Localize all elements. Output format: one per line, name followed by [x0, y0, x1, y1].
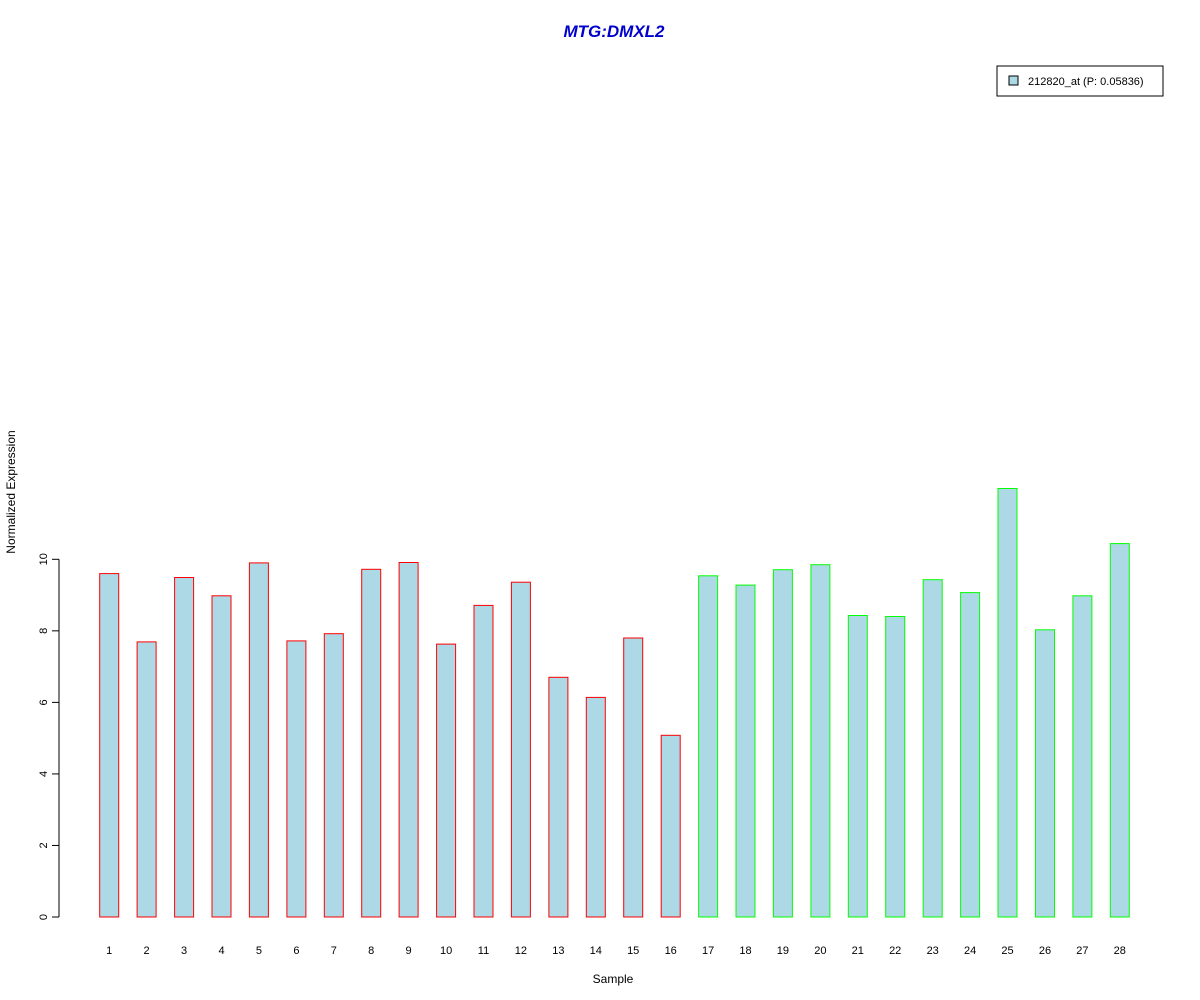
y-tick-label: 0 [38, 914, 50, 920]
bar-sample-12 [510, 581, 531, 918]
bar-sample-25 [997, 488, 1018, 918]
bar-sample-19 [772, 569, 793, 918]
x-tick-label: 12 [515, 945, 527, 957]
legend-swatch [1008, 75, 1019, 86]
x-tick-label: 10 [440, 945, 452, 957]
bar-sample-26 [1035, 629, 1055, 918]
bar-sample-15 [623, 637, 644, 918]
chart-title: MTG:DMXL2 [563, 22, 665, 41]
x-tick-label: 25 [1001, 945, 1013, 957]
bar-sample-17 [698, 575, 719, 918]
y-tick-label: 2 [38, 842, 50, 848]
x-tick-label: 14 [590, 945, 602, 957]
y-axis-label: Normalized Expression [4, 430, 18, 553]
x-tick-label: 2 [144, 945, 150, 957]
y-tick-label: 8 [38, 628, 50, 634]
bar-sample-9 [398, 562, 419, 918]
bar-sample-24 [960, 592, 981, 918]
bar-sample-3 [174, 577, 195, 918]
legend-label: 212820_at (P: 0.05836) [1028, 76, 1144, 88]
bar-sample-7 [323, 633, 344, 918]
x-tick-label: 15 [627, 945, 639, 957]
bar-sample-8 [361, 568, 382, 918]
x-tick-label: 21 [852, 945, 864, 957]
y-tick-label: 10 [38, 553, 50, 565]
bar-sample-1 [99, 573, 120, 918]
x-tick-label: 26 [1039, 945, 1051, 957]
x-tick-label: 27 [1076, 945, 1088, 957]
x-tick-label: 16 [665, 945, 677, 957]
x-tick-label: 18 [739, 945, 751, 957]
x-axis-tick-labels: 1 2 3 4 5 6 7 8 9 10 11 12 13 14 15 16 17 18 19 20 21 22 23 24 2… [106, 945, 1126, 957]
bar-sample-13 [548, 676, 569, 918]
bar-sample-27 [1072, 595, 1093, 918]
x-tick-label: 7 [331, 945, 337, 957]
x-tick-label: 13 [552, 945, 564, 957]
x-tick-label: 17 [702, 945, 714, 957]
bar-sample-22 [885, 616, 906, 918]
x-tick-label: 6 [293, 945, 299, 957]
bar-sample-6 [286, 640, 307, 918]
x-tick-label: 22 [889, 945, 901, 957]
bar-sample-20 [810, 564, 831, 918]
bar-sample-2 [136, 641, 157, 918]
x-tick-label: 5 [256, 945, 262, 957]
bar-sample-23 [922, 579, 943, 918]
legend: 212820_at (P: 0.05836) [996, 65, 1164, 97]
y-tick-label: 4 [38, 771, 50, 777]
x-tick-label: 24 [964, 945, 976, 957]
x-tick-label: 19 [777, 945, 789, 957]
bar-sample-21 [847, 615, 868, 918]
x-tick-label: 9 [406, 945, 412, 957]
y-tick-label: 6 [38, 699, 50, 705]
x-tick-label: 28 [1114, 945, 1126, 957]
y-axis: 0 2 4 6 8 10 [38, 553, 60, 920]
bar-sample-10 [436, 643, 457, 918]
bar-sample-11 [473, 604, 494, 918]
bar-sample-16 [660, 734, 681, 918]
bar-sample-18 [735, 584, 756, 918]
bar-sample-28 [1109, 543, 1130, 918]
x-tick-label: 8 [368, 945, 374, 957]
x-tick-label: 1 [106, 945, 112, 957]
x-tick-label: 3 [181, 945, 187, 957]
x-tick-label: 4 [218, 945, 224, 957]
x-tick-label: 11 [478, 945, 489, 957]
bar-sample-5 [248, 562, 269, 918]
x-tick-label: 23 [927, 945, 939, 957]
x-tick-label: 20 [814, 945, 826, 957]
legend-box [996, 65, 1164, 97]
bar-series [99, 488, 1130, 918]
x-axis-label: Sample [593, 972, 634, 986]
bar-sample-4 [211, 595, 232, 918]
bar-sample-14 [585, 696, 606, 918]
